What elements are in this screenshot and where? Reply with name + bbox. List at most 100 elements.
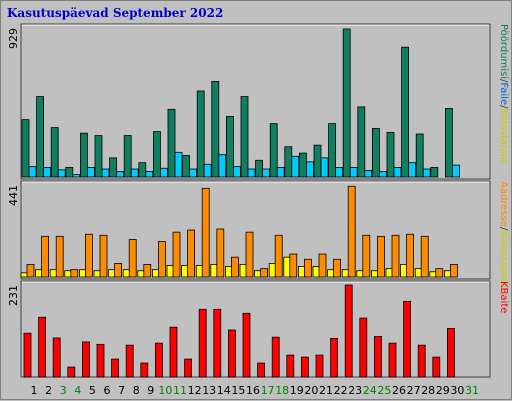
bar-Pöördumisi-8 [123,135,132,178]
bar-Faile-28 [422,168,431,178]
bar-Pöördumisi-29 [430,167,439,178]
bar-KBaite-19 [286,354,295,378]
bar-Aadresse-6 [99,234,108,278]
bar-Pöördumisi-21 [313,144,322,178]
y-max-label: 929 [7,28,20,49]
bar-Pöördumisi-14 [211,81,220,178]
bar-Faile-24 [364,170,373,178]
bar-Aadresse-16 [245,231,254,278]
bar-KBaite-26 [388,342,397,378]
x-tick-label-8: 8 [133,384,140,397]
bar-Faile-4 [72,174,81,178]
x-tick-label-17: 17 [261,384,275,397]
bar-Pöördumisi-28 [415,133,424,178]
legend-entry: Faile [498,82,509,105]
bar-Faile-17 [262,168,271,178]
legend-entry: / [498,227,509,231]
bar-Faile-18 [276,167,285,178]
bar-Pöördumisi-20 [298,152,307,178]
bar-KBaite-18 [271,336,280,378]
bar-Pöördumisi-18 [269,123,278,178]
right-legend-bottom: KBaite [498,281,509,313]
x-tick-label-9: 9 [147,384,154,397]
bar-Aadresse-8 [128,239,137,278]
bar-Aadresse-20 [303,258,312,278]
x-tick-label-12: 12 [188,384,202,397]
bar-Aadresse-4 [70,269,79,278]
bar-KBaite-25 [373,335,382,378]
x-tick-label-22: 22 [334,384,348,397]
bar-Faile-25 [378,171,387,178]
bar-Faile-20 [305,161,314,178]
x-tick-label-3: 3 [60,384,67,397]
legend-entry: Külastajaid [498,230,509,285]
bar-KBaite-6 [96,343,105,378]
bar-Aadresse-1 [26,264,35,278]
x-tick-label-7: 7 [118,384,125,397]
bar-Pöördumisi-6 [94,135,103,178]
bar-KBaite-4 [67,366,76,378]
bar-Faile-5 [87,167,95,178]
x-tick-label-14: 14 [217,384,231,397]
bar-Aadresse-11 [172,231,181,278]
bar-Pöördumisi-24 [357,106,366,178]
bar-Pöördumisi-11 [167,108,176,178]
bar-Pöördumisi-12 [182,155,191,178]
bar-Pöördumisi-3 [50,127,59,178]
x-tick-label-1: 1 [31,384,38,397]
bar-Pöördumisi-15 [225,116,234,178]
legend-entry: KBaite [498,281,509,313]
x-tick-label-10: 10 [158,384,172,397]
legend-entry: / [498,79,509,83]
right-legend-top: Pöördumisi/Faile/Külastajaid [498,24,509,163]
bar-Faile-15 [232,166,241,178]
x-tick-label-26: 26 [392,384,406,397]
bar-Aadresse-15 [230,256,239,278]
bar-Faile-8 [130,168,139,178]
bar-Pöördumisi-19 [284,146,293,178]
bar-Faile-16 [247,168,256,178]
bar-Pöördumisi-26 [386,131,395,178]
bar-Aadresse-19 [289,253,298,278]
x-tick-label-31: 31 [465,384,479,397]
bar-KBaite-3 [52,337,61,378]
bar-Pöördumisi-22 [328,123,337,178]
bar-KBaite-7 [111,358,119,378]
bar-KBaite-13 [198,308,207,378]
bar-KBaite-11 [169,326,178,378]
x-tick-label-24: 24 [363,384,377,397]
bar-Pöördumisi-30 [444,108,453,178]
bar-Pöördumisi-27 [401,46,410,178]
bar-Faile-7 [116,171,124,178]
bar-Pöördumisi-9 [138,162,147,178]
bar-Faile-27 [408,162,417,178]
bar-KBaite-24 [359,317,368,378]
x-tick-label-15: 15 [231,384,245,397]
bar-KBaite-14 [213,308,222,378]
bar-KBaite-2 [38,316,46,378]
bar-KBaite-29 [432,356,441,378]
bar-Faile-3 [57,169,66,178]
legend-entry: Aadresse [498,181,509,227]
bar-Aadresse-2 [41,235,49,278]
bar-Faile-22 [335,167,344,178]
x-tick-label-29: 29 [436,384,450,397]
bar-Aadresse-9 [143,264,152,278]
bar-Pöördumisi-10 [152,131,161,178]
y-max-label: 231 [7,285,20,306]
bar-Faile-1 [28,166,37,178]
bar-KBaite-17 [257,362,266,378]
bar-Aadresse-5 [85,233,93,278]
bar-Faile-2 [43,167,51,178]
legend-entry: Külastajaid [498,108,509,163]
bar-Faile-13 [203,163,212,178]
x-tick-label-5: 5 [89,384,96,397]
x-tick-label-16: 16 [246,384,260,397]
bar-Faile-21 [320,157,329,178]
bar-Pöördumisi-17 [255,159,264,178]
x-tick-label-27: 27 [407,384,421,397]
bar-KBaite-5 [82,341,90,378]
bar-Pöördumisi-13 [196,90,205,178]
x-tick-label-11: 11 [173,384,187,397]
